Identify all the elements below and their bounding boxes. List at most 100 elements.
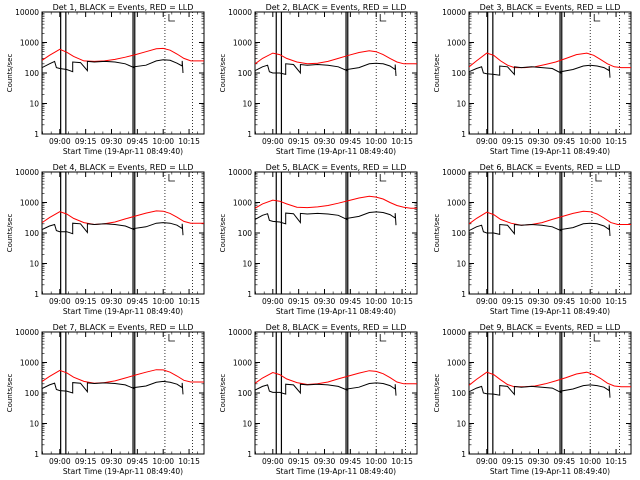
series-line-events-black [255,382,397,401]
y-axis-label: Counts/sec [219,374,227,413]
y-tick-label: 1 [247,450,252,459]
y-axis-label: Counts/sec [219,214,227,253]
x-tick-label: 10:00 [152,297,174,306]
chart-title: Det 6, BLACK = Events, RED = LLD [480,163,621,172]
x-axis-label: Start Time (19-Apr-11 08:49:40) [276,147,396,156]
x-tick-label: 09:15 [75,457,97,466]
flag-bracket-mark [168,14,175,22]
x-tick-label: 09:45 [127,457,149,466]
x-tick-label: 10:15 [391,457,413,466]
x-tick-label: 10:15 [605,297,627,306]
y-tick-label: 100 [238,69,253,78]
x-tick-label: 09:45 [340,457,362,466]
x-tick-label: 09:00 [476,297,498,306]
series-line-lld-red [42,47,204,62]
x-tick-label: 09:30 [101,297,123,306]
x-tick-label: 10:00 [579,297,601,306]
x-tick-label: 09:00 [476,457,498,466]
y-tick-label: 10000 [15,168,39,177]
y-tick-label: 10 [29,260,39,269]
chart-panel-4: 1 10 100 1000 10000 09:00 09:15 09:30 09:45 10:00… [6,163,205,316]
x-tick-label: 09:45 [554,297,576,306]
x-tick-label: 09:30 [314,137,336,146]
x-tick-label: 10:00 [152,457,174,466]
y-tick-label: 100 [25,389,40,398]
series-line-lld-red [469,52,631,69]
y-tick-label: 1 [247,290,252,299]
chart-panel-7: 1 10 100 1000 10000 09:00 09:15 09:30 09:45 10:00… [6,323,205,476]
chart-title: Det 7, BLACK = Events, RED = LLD [53,323,194,332]
y-tick-label: 100 [25,229,40,238]
x-tick-label: 09:30 [101,457,123,466]
x-tick-label: 09:00 [262,297,284,306]
series-line-events-black [469,384,611,403]
y-tick-label: 1000 [20,39,39,48]
x-tick-label: 10:00 [152,137,174,146]
y-axis-label: Counts/sec [433,54,441,93]
y-axis-label: Counts/sec [6,54,14,93]
x-tick-label: 09:15 [75,137,97,146]
y-tick-label: 1 [247,130,252,139]
y-tick-label: 1000 [447,359,466,368]
series-line-events-black [42,222,184,240]
x-tick-label: 10:15 [178,297,200,306]
chart-panel-2: 1 10 100 1000 10000 09:00 09:15 09:30 09:45 10:00… [219,3,418,156]
y-tick-label: 1 [461,130,466,139]
flag-bracket-mark [379,174,387,182]
chart-panel-6: 1 10 100 1000 10000 09:00 09:15 09:30 09:45 10:00… [433,163,632,316]
x-tick-label: 09:45 [127,297,149,306]
plot-area [255,12,417,134]
x-tick-label: 09:30 [314,457,336,466]
x-tick-label: 09:00 [476,137,498,146]
x-tick-label: 10:00 [579,457,601,466]
y-tick-label: 10 [456,260,466,269]
chart-title: Det 2, BLACK = Events, RED = LLD [266,3,407,12]
y-tick-label: 10000 [228,8,252,17]
y-tick-label: 10 [456,100,466,109]
chart-title: Det 5, BLACK = Events, RED = LLD [266,163,407,172]
x-axis-label: Start Time (19-Apr-11 08:49:40) [490,467,610,476]
y-tick-label: 100 [452,69,467,78]
y-tick-label: 1000 [233,199,252,208]
series-line-lld-red [255,50,417,65]
y-tick-label: 100 [452,389,467,398]
y-tick-label: 10000 [15,8,39,17]
chart-title: Det 1, BLACK = Events, RED = LLD [53,3,194,12]
x-tick-label: 09:30 [314,297,336,306]
y-axis-label: Counts/sec [219,54,227,93]
series-line-lld-red [469,371,631,388]
x-tick-label: 09:15 [288,457,310,466]
x-tick-label: 09:00 [49,137,71,146]
chart-panel-5: 1 10 100 1000 10000 09:00 09:15 09:30 09:45 10:00… [219,163,418,316]
chart-title: Det 9, BLACK = Events, RED = LLD [480,323,621,332]
x-tick-label: 09:45 [127,137,149,146]
x-tick-label: 09:30 [528,137,550,146]
y-tick-label: 10 [242,260,252,269]
chart-title: Det 3, BLACK = Events, RED = LLD [480,3,621,12]
x-tick-label: 09:15 [75,297,97,306]
series-line-events-black [255,62,397,80]
flag-bracket-mark [168,174,175,182]
x-tick-label: 09:30 [101,137,123,146]
y-tick-label: 1000 [20,199,39,208]
flag-bracket-mark [379,14,387,22]
series-line-lld-red [42,210,204,226]
series-line-events-black [469,64,611,83]
x-tick-label: 10:15 [178,457,200,466]
y-tick-label: 10000 [228,328,252,337]
flag-bracket-mark [168,334,175,342]
plot-area [42,172,204,294]
y-tick-label: 10000 [442,168,466,177]
x-tick-label: 10:00 [579,137,601,146]
series-line-events-black [42,380,184,399]
x-tick-label: 09:15 [502,297,524,306]
x-tick-label: 10:15 [391,137,413,146]
x-tick-label: 09:15 [288,297,310,306]
y-tick-label: 100 [452,229,467,238]
plot-area [42,12,204,134]
y-tick-label: 10000 [442,8,466,17]
plot-area [255,172,417,294]
x-tick-label: 10:00 [365,297,387,306]
plot-area [469,332,631,454]
